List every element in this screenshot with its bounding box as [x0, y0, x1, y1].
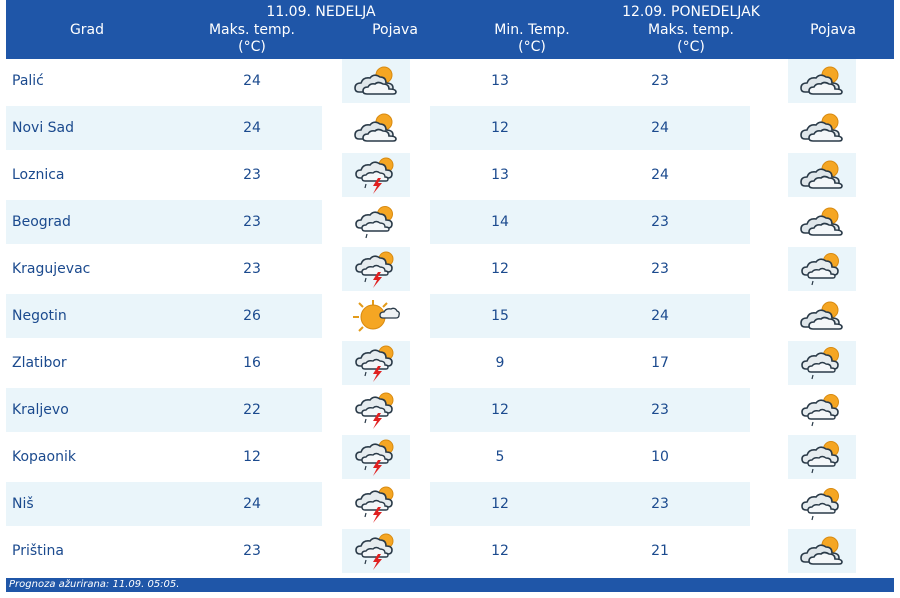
thunderstorm-icon	[342, 482, 410, 526]
thunderstorm-icon	[342, 529, 410, 573]
partly-cloudy-icon	[788, 106, 856, 150]
city-name: Niš	[6, 482, 182, 529]
cloudy-drizzle-icon	[788, 388, 856, 432]
header-city: Grad	[69, 22, 105, 38]
day2-min-temp: 12	[430, 106, 570, 153]
day1-max-temp: 23	[182, 529, 322, 576]
table-row: Priština 23 12 21	[6, 529, 894, 576]
day2-max-temp: 21	[570, 529, 750, 576]
city-name: Kragujevac	[6, 247, 182, 294]
city-name: Palić	[6, 59, 182, 106]
table-row: Kragujevac 23 12 23	[6, 247, 894, 294]
day2-max-temp: 23	[570, 200, 750, 247]
thunderstorm-icon	[342, 435, 410, 479]
table-row: Kraljevo 22 12 23	[6, 388, 894, 435]
city-name: Loznica	[6, 153, 182, 200]
day2-max-temp: 23	[570, 388, 750, 435]
day2-min-temp: 15	[430, 294, 570, 341]
day1-max-temp: 24	[182, 106, 322, 153]
city-name: Negotin	[6, 294, 182, 341]
day2-min-temp: 12	[430, 388, 570, 435]
table-row: Novi Sad 24 12 24	[6, 106, 894, 153]
day2-max-temp: 23	[570, 59, 750, 106]
city-name: Kraljevo	[6, 388, 182, 435]
thunderstorm-icon	[342, 341, 410, 385]
header-day1-date: 11.09. NEDELJA	[266, 4, 376, 20]
table-row: Kopaonik 12 5 10	[6, 435, 894, 482]
thunderstorm-icon	[342, 247, 410, 291]
thunderstorm-icon	[342, 153, 410, 197]
partly-cloudy-icon	[788, 529, 856, 573]
city-name: Beograd	[6, 200, 182, 247]
day1-max-temp: 12	[182, 435, 322, 482]
header-day2-min: Min. Temp. (°C)	[494, 22, 570, 55]
city-name: Kopaonik	[6, 435, 182, 482]
cloudy-drizzle-icon	[788, 341, 856, 385]
day2-max-temp: 24	[570, 106, 750, 153]
city-name: Novi Sad	[6, 106, 182, 153]
city-name: Zlatibor	[6, 341, 182, 388]
day2-max-temp: 24	[570, 153, 750, 200]
day2-min-temp: 13	[430, 59, 570, 106]
day1-max-temp: 23	[182, 200, 322, 247]
day1-max-temp: 23	[182, 153, 322, 200]
partly-cloudy-icon	[342, 59, 410, 103]
day2-max-temp: 24	[570, 294, 750, 341]
partly-cloudy-icon	[788, 200, 856, 244]
table-row: Palić 24 13 23	[6, 59, 894, 106]
partly-cloudy-icon	[788, 294, 856, 338]
day2-min-temp: 13	[430, 153, 570, 200]
update-footer: Prognoza ažurirana: 11.09. 05:05.	[6, 578, 894, 592]
day2-min-temp: 9	[430, 341, 570, 388]
partly-cloudy-icon	[788, 153, 856, 197]
day2-max-temp: 23	[570, 247, 750, 294]
header-day2-date: 12.09. PONEDELJAK	[622, 4, 760, 20]
cloudy-drizzle-icon	[788, 247, 856, 291]
table-row: Niš 24 12 23	[6, 482, 894, 529]
forecast-table: Palić 24 13 23 Novi Sad 24 12 24 Loznica…	[6, 59, 894, 576]
day1-max-temp: 24	[182, 482, 322, 529]
header-day2-max: Maks. temp. (°C)	[647, 22, 735, 55]
mostly-sunny-icon	[342, 294, 410, 338]
day1-max-temp: 23	[182, 247, 322, 294]
thunderstorm-icon	[342, 388, 410, 432]
day2-max-temp: 17	[570, 341, 750, 388]
day2-max-temp: 23	[570, 482, 750, 529]
partly-cloudy-icon	[788, 59, 856, 103]
table-header: Grad 11.09. NEDELJA Maks. temp. (°C) Poj…	[6, 0, 894, 59]
cloudy-drizzle-icon	[788, 482, 856, 526]
day1-max-temp: 16	[182, 341, 322, 388]
forecast-widget: Grad 11.09. NEDELJA Maks. temp. (°C) Poj…	[6, 0, 894, 592]
header-day2-phen: Pojava	[810, 22, 856, 38]
day2-min-temp: 5	[430, 435, 570, 482]
table-row: Negotin 26 15 24	[6, 294, 894, 341]
table-row: Beograd 23 14 23	[6, 200, 894, 247]
header-day1-max: Maks. temp. (°C)	[208, 22, 296, 55]
day2-min-temp: 12	[430, 247, 570, 294]
table-row: Loznica 23 13 24	[6, 153, 894, 200]
header-day1-phen: Pojava	[372, 22, 418, 38]
day2-max-temp: 10	[570, 435, 750, 482]
table-row: Zlatibor 16 9 17	[6, 341, 894, 388]
day2-min-temp: 14	[430, 200, 570, 247]
city-name: Priština	[6, 529, 182, 576]
day1-max-temp: 26	[182, 294, 322, 341]
partly-cloudy-icon	[342, 106, 410, 150]
day1-max-temp: 24	[182, 59, 322, 106]
cloudy-drizzle-icon	[342, 200, 410, 244]
cloudy-drizzle-icon	[788, 435, 856, 479]
day2-min-temp: 12	[430, 482, 570, 529]
day2-min-temp: 12	[430, 529, 570, 576]
day1-max-temp: 22	[182, 388, 322, 435]
